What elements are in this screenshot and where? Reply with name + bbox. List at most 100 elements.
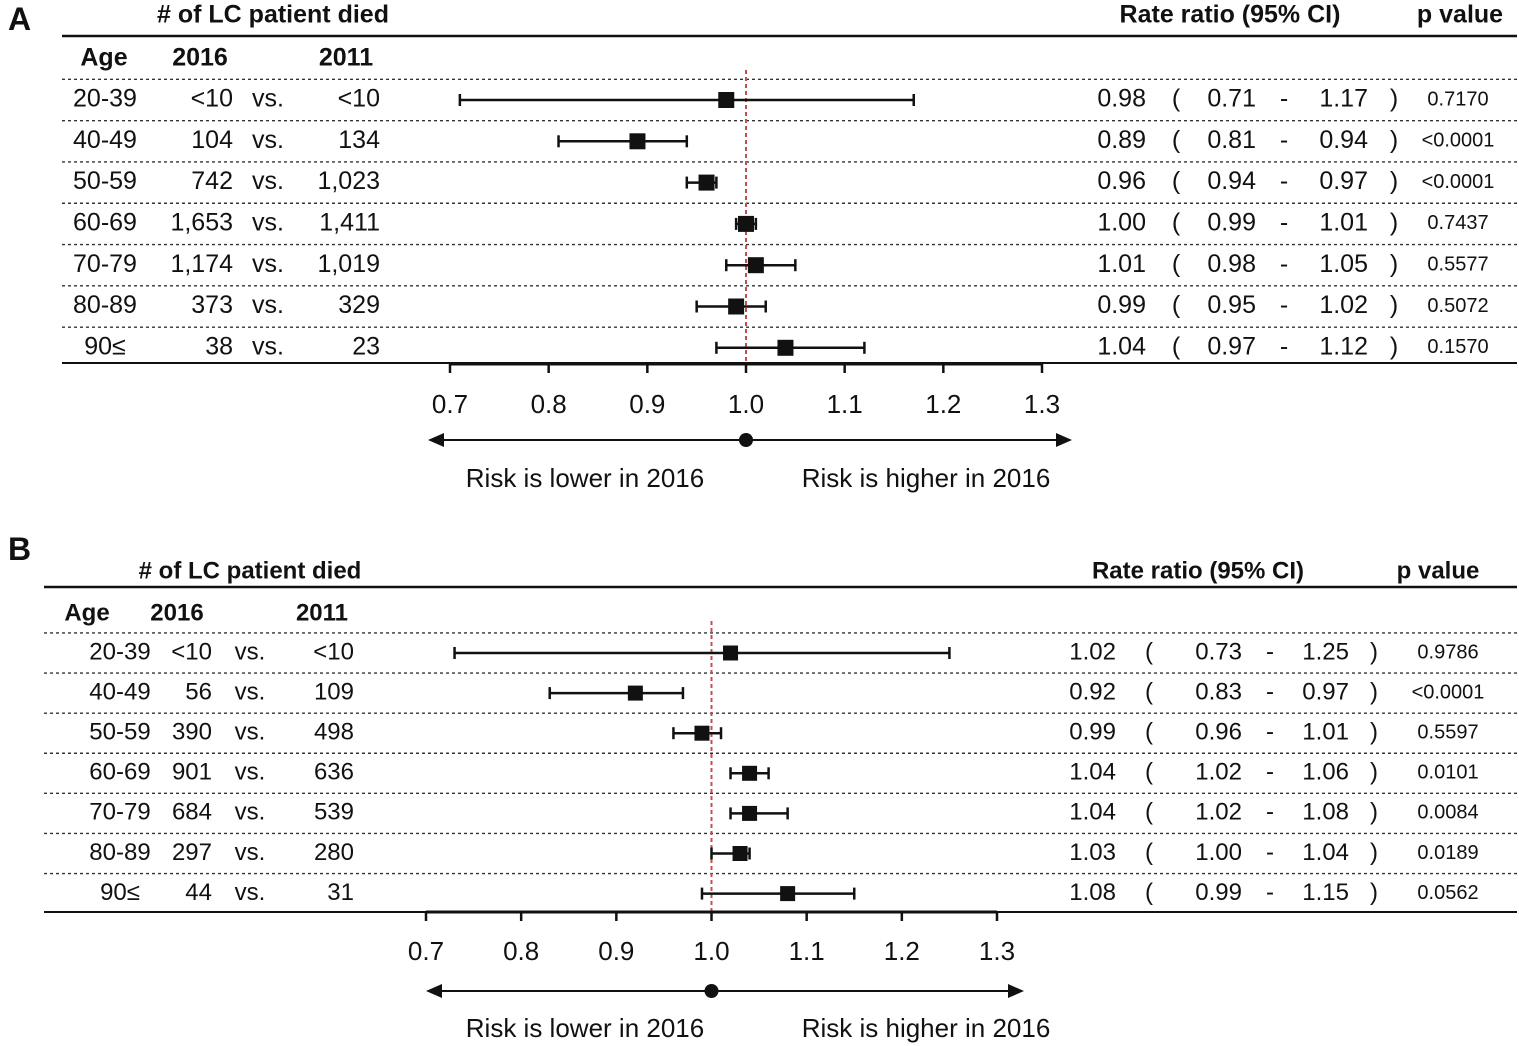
header-2011: 2011 bbox=[319, 44, 373, 72]
row-count-2016: 373 bbox=[191, 291, 233, 319]
row-p-value: 0.0562 bbox=[1417, 882, 1478, 904]
row-paren-close: ) bbox=[1390, 167, 1398, 195]
row-count-2011: 329 bbox=[338, 291, 380, 319]
row-paren-open: ( bbox=[1145, 799, 1153, 826]
row-ci-lower: 1.02 bbox=[1195, 759, 1242, 786]
row-ci-lower: 0.94 bbox=[1207, 167, 1256, 195]
row-ci-dash: - bbox=[1266, 638, 1274, 665]
point-estimate bbox=[738, 215, 754, 232]
row-count-2016: 38 bbox=[205, 332, 233, 360]
row-p-value: <0.0001 bbox=[1412, 681, 1485, 703]
table-row: 50-59 390 vs. 498 0.99 (0.96- 1.01) 0.5597 bbox=[89, 719, 1478, 746]
row-paren-open: ( bbox=[1145, 719, 1153, 746]
row-ci-lower: 0.99 bbox=[1207, 209, 1256, 237]
table-row: 60-69 901 vs. 636 1.04 (1.02- 1.06) 0.0101 bbox=[89, 759, 1478, 786]
table-row: 20-39 <10 vs. <10 1.02 (0.73- 1.25) 0.9786 bbox=[89, 638, 1478, 665]
row-count-2011: 109 bbox=[314, 678, 354, 705]
row-paren-open: ( bbox=[1145, 839, 1153, 866]
row-ci-dash: - bbox=[1280, 291, 1288, 319]
row-p-value: 0.0084 bbox=[1417, 802, 1478, 824]
lower-risk-label: Risk is lower in 2016 bbox=[466, 1013, 704, 1043]
header-age: Age bbox=[80, 44, 127, 72]
row-ci-upper: 1.08 bbox=[1302, 799, 1349, 826]
row-paren-open: ( bbox=[1172, 250, 1181, 278]
row-ci-lower: 0.95 bbox=[1207, 291, 1256, 319]
row-count-2016: <10 bbox=[171, 638, 212, 665]
row-age: 50-59 bbox=[89, 719, 150, 746]
arrow-center-dot bbox=[739, 433, 753, 447]
row-paren-open: ( bbox=[1172, 209, 1181, 237]
row-count-2011: 636 bbox=[314, 759, 354, 786]
table-row: 20-39 <10 vs. <10 0.98 (0.71- 1.17) 0.7170 bbox=[73, 85, 1489, 113]
point-estimate bbox=[629, 133, 646, 150]
row-paren-open: ( bbox=[1172, 167, 1181, 195]
row-paren-open: ( bbox=[1145, 879, 1153, 906]
row-age: 20-39 bbox=[73, 85, 137, 113]
row-p-value: 0.5072 bbox=[1427, 295, 1488, 317]
row-paren-open: ( bbox=[1145, 678, 1153, 705]
row-rate-ratio: 0.92 bbox=[1069, 678, 1116, 705]
point-estimate bbox=[742, 805, 758, 821]
row-ci-dash: - bbox=[1266, 719, 1274, 746]
row-ci-lower: 0.71 bbox=[1207, 85, 1256, 113]
table-row: 70-79 1,174 vs. 1,019 1.01 (0.98- 1.05) 0.5577 bbox=[73, 250, 1489, 278]
row-vs: vs. bbox=[235, 799, 266, 826]
row-age: 60-69 bbox=[73, 209, 137, 237]
header-rate-ratio: Rate ratio (95% CI) bbox=[1120, 1, 1341, 29]
row-paren-close: ) bbox=[1390, 250, 1398, 278]
row-ci-upper: 0.94 bbox=[1319, 126, 1368, 154]
row-count-2016: 44 bbox=[185, 879, 212, 906]
row-ci-upper: 0.97 bbox=[1319, 167, 1368, 195]
header-p-value: p value bbox=[1417, 1, 1503, 29]
row-count-2016: 297 bbox=[172, 839, 212, 866]
row-ci-dash: - bbox=[1280, 332, 1288, 360]
row-rate-ratio: 0.89 bbox=[1097, 126, 1146, 154]
lower-risk-label: Risk is lower in 2016 bbox=[466, 463, 704, 493]
row-paren-close: ) bbox=[1370, 638, 1378, 665]
higher-risk-label: Risk is higher in 2016 bbox=[802, 463, 1051, 493]
table-row: 90≤ 38 vs. 23 1.04 (0.97- 1.12) 0.1570 bbox=[84, 332, 1488, 360]
row-rate-ratio: 1.04 bbox=[1069, 759, 1116, 786]
row-age: 50-59 bbox=[73, 167, 137, 195]
row-ci-upper: 1.12 bbox=[1319, 332, 1368, 360]
table-row: 40-49 56 vs. 109 0.92 (0.83- 0.97) <0.0001 bbox=[89, 678, 1484, 705]
row-count-2011: 31 bbox=[327, 879, 354, 906]
point-estimate bbox=[627, 685, 643, 701]
row-ci-upper: 1.04 bbox=[1302, 839, 1349, 866]
row-count-2016: 901 bbox=[172, 759, 212, 786]
x-tick-label: 1.3 bbox=[979, 936, 1015, 966]
row-rate-ratio: 1.03 bbox=[1069, 839, 1116, 866]
row-ci-upper: 1.15 bbox=[1302, 879, 1349, 906]
row-ci-dash: - bbox=[1266, 759, 1274, 786]
header-p-value: p value bbox=[1397, 557, 1480, 584]
row-vs: vs. bbox=[252, 291, 284, 319]
panel-label: A bbox=[8, 1, 31, 37]
row-ci-dash: - bbox=[1280, 209, 1288, 237]
row-vs: vs. bbox=[235, 678, 266, 705]
row-paren-open: ( bbox=[1145, 759, 1153, 786]
row-vs: vs. bbox=[252, 126, 284, 154]
row-count-2016: 104 bbox=[191, 126, 233, 154]
row-paren-close: ) bbox=[1370, 839, 1378, 866]
row-vs: vs. bbox=[235, 759, 266, 786]
row-paren-close: ) bbox=[1370, 879, 1378, 906]
row-ci-dash: - bbox=[1266, 879, 1274, 906]
row-vs: vs. bbox=[235, 879, 266, 906]
forest-panel-a: A # of LC patient died Rate ratio (95% CI)… bbox=[8, 1, 1517, 493]
point-estimate bbox=[777, 339, 794, 356]
x-tick-label: 1.0 bbox=[693, 936, 729, 966]
row-paren-close: ) bbox=[1390, 209, 1398, 237]
point-estimate bbox=[728, 298, 745, 315]
arrow-right-head bbox=[1056, 433, 1072, 447]
row-p-value: 0.7170 bbox=[1427, 88, 1488, 110]
row-paren-close: ) bbox=[1390, 126, 1398, 154]
x-tick-label: 0.8 bbox=[531, 389, 567, 419]
row-rate-ratio: 0.99 bbox=[1097, 291, 1146, 319]
row-age: 40-49 bbox=[73, 126, 137, 154]
row-vs: vs. bbox=[235, 638, 266, 665]
row-vs: vs. bbox=[252, 167, 284, 195]
row-ci-upper: 1.01 bbox=[1302, 719, 1349, 746]
table-row: 80-89 373 vs. 329 0.99 (0.95- 1.02) 0.5072 bbox=[73, 291, 1489, 319]
row-p-value: 0.0101 bbox=[1417, 762, 1478, 784]
table-row: 60-69 1,653 vs. 1,411 1.00 (0.99- 1.01) 0.7437 bbox=[73, 209, 1489, 237]
